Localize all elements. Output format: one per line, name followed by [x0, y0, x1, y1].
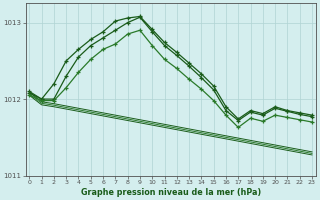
- X-axis label: Graphe pression niveau de la mer (hPa): Graphe pression niveau de la mer (hPa): [81, 188, 261, 197]
